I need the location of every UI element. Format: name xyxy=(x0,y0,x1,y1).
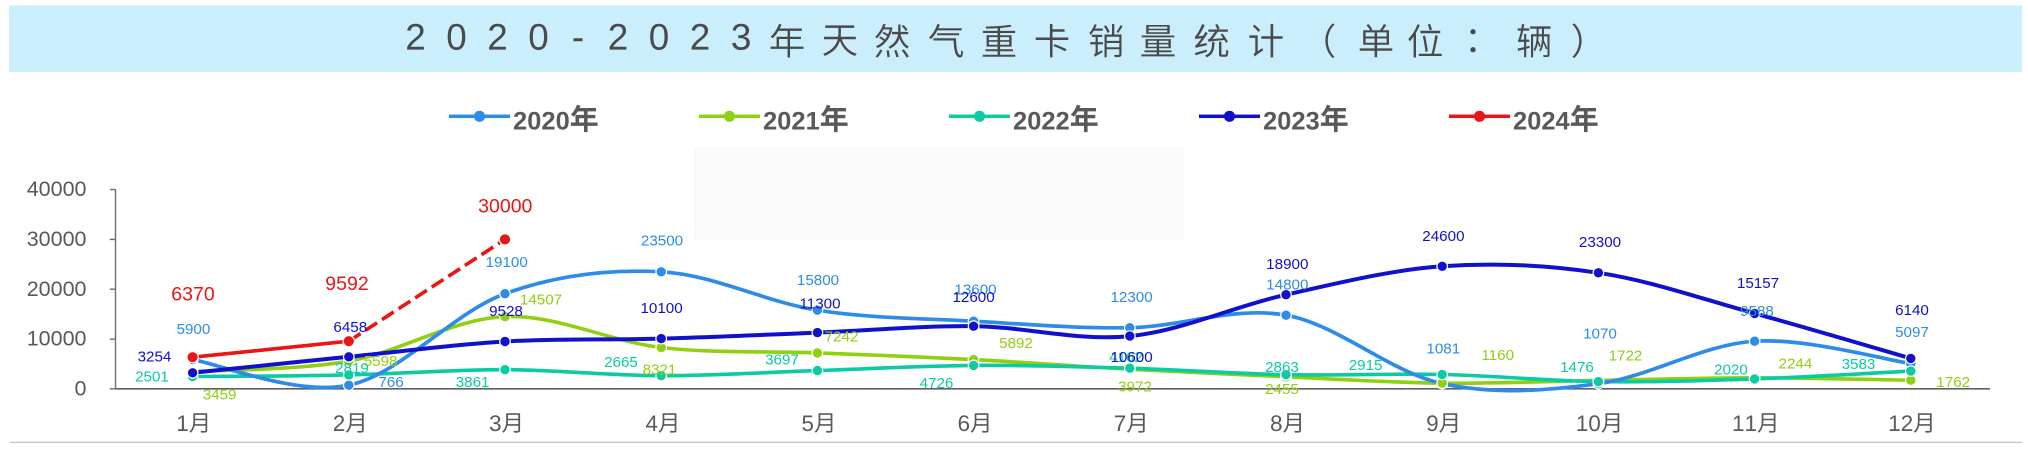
svg-text:3254: 3254 xyxy=(138,348,172,365)
svg-text:9592: 9592 xyxy=(325,273,368,295)
svg-text:2665: 2665 xyxy=(604,354,638,371)
svg-text:9588: 9588 xyxy=(1740,303,1774,320)
svg-text:18900: 18900 xyxy=(1266,256,1308,273)
svg-text:3972: 3972 xyxy=(1118,379,1152,396)
svg-text:6370: 6370 xyxy=(171,283,215,305)
svg-text:12600: 12600 xyxy=(952,289,994,306)
svg-text:4726: 4726 xyxy=(920,375,954,392)
svg-text:2819: 2819 xyxy=(335,360,369,377)
svg-text:3459: 3459 xyxy=(203,387,237,404)
svg-text:11300: 11300 xyxy=(799,295,840,312)
svg-text:1081: 1081 xyxy=(1426,341,1460,358)
svg-text:24600: 24600 xyxy=(1422,228,1464,245)
svg-text:23500: 23500 xyxy=(641,233,683,250)
svg-text:14507: 14507 xyxy=(520,291,562,308)
svg-text:5598: 5598 xyxy=(364,353,398,370)
svg-text:14800: 14800 xyxy=(1266,276,1308,293)
svg-text:5892: 5892 xyxy=(999,335,1033,352)
svg-text:2915: 2915 xyxy=(1349,357,1383,374)
svg-text:1476: 1476 xyxy=(1560,359,1594,376)
svg-text:766: 766 xyxy=(378,374,403,391)
svg-text:20000: 20000 xyxy=(27,277,87,301)
svg-text:10000: 10000 xyxy=(27,327,87,351)
svg-text:1762: 1762 xyxy=(1936,374,1970,391)
svg-text:7242: 7242 xyxy=(825,329,859,346)
svg-text:15800: 15800 xyxy=(797,272,839,289)
svg-text:23300: 23300 xyxy=(1579,234,1621,251)
svg-text:10600: 10600 xyxy=(1110,349,1152,366)
svg-text:13600: 13600 xyxy=(954,282,996,299)
svg-text:0: 0 xyxy=(75,376,87,400)
svg-text:12300: 12300 xyxy=(1110,289,1152,306)
svg-text:1722: 1722 xyxy=(1609,348,1643,365)
svg-text:5097: 5097 xyxy=(1895,324,1929,341)
svg-text:3697: 3697 xyxy=(765,352,799,369)
svg-text:6140: 6140 xyxy=(1895,302,1929,319)
svg-text:2863: 2863 xyxy=(1265,359,1299,376)
svg-text:1070: 1070 xyxy=(1583,326,1617,343)
svg-text:10100: 10100 xyxy=(640,300,682,317)
svg-text:15157: 15157 xyxy=(1737,275,1779,292)
svg-text:2455: 2455 xyxy=(1265,381,1299,398)
svg-text:9528: 9528 xyxy=(489,303,523,320)
svg-text:2244: 2244 xyxy=(1779,355,1813,372)
svg-text:30000: 30000 xyxy=(478,196,532,218)
svg-text:5900: 5900 xyxy=(177,321,211,338)
svg-text:3861: 3861 xyxy=(456,374,490,391)
svg-text:3583: 3583 xyxy=(1842,356,1876,373)
svg-text:30000: 30000 xyxy=(27,227,87,251)
svg-text:40000: 40000 xyxy=(27,177,87,201)
svg-text:4162: 4162 xyxy=(1109,349,1143,366)
svg-text:1160: 1160 xyxy=(1481,347,1514,364)
svg-text:2020: 2020 xyxy=(1714,362,1748,379)
svg-text:8321: 8321 xyxy=(643,361,677,378)
svg-text:6458: 6458 xyxy=(333,319,367,336)
svg-text:19100: 19100 xyxy=(486,254,528,271)
svg-text:2501: 2501 xyxy=(135,369,169,386)
